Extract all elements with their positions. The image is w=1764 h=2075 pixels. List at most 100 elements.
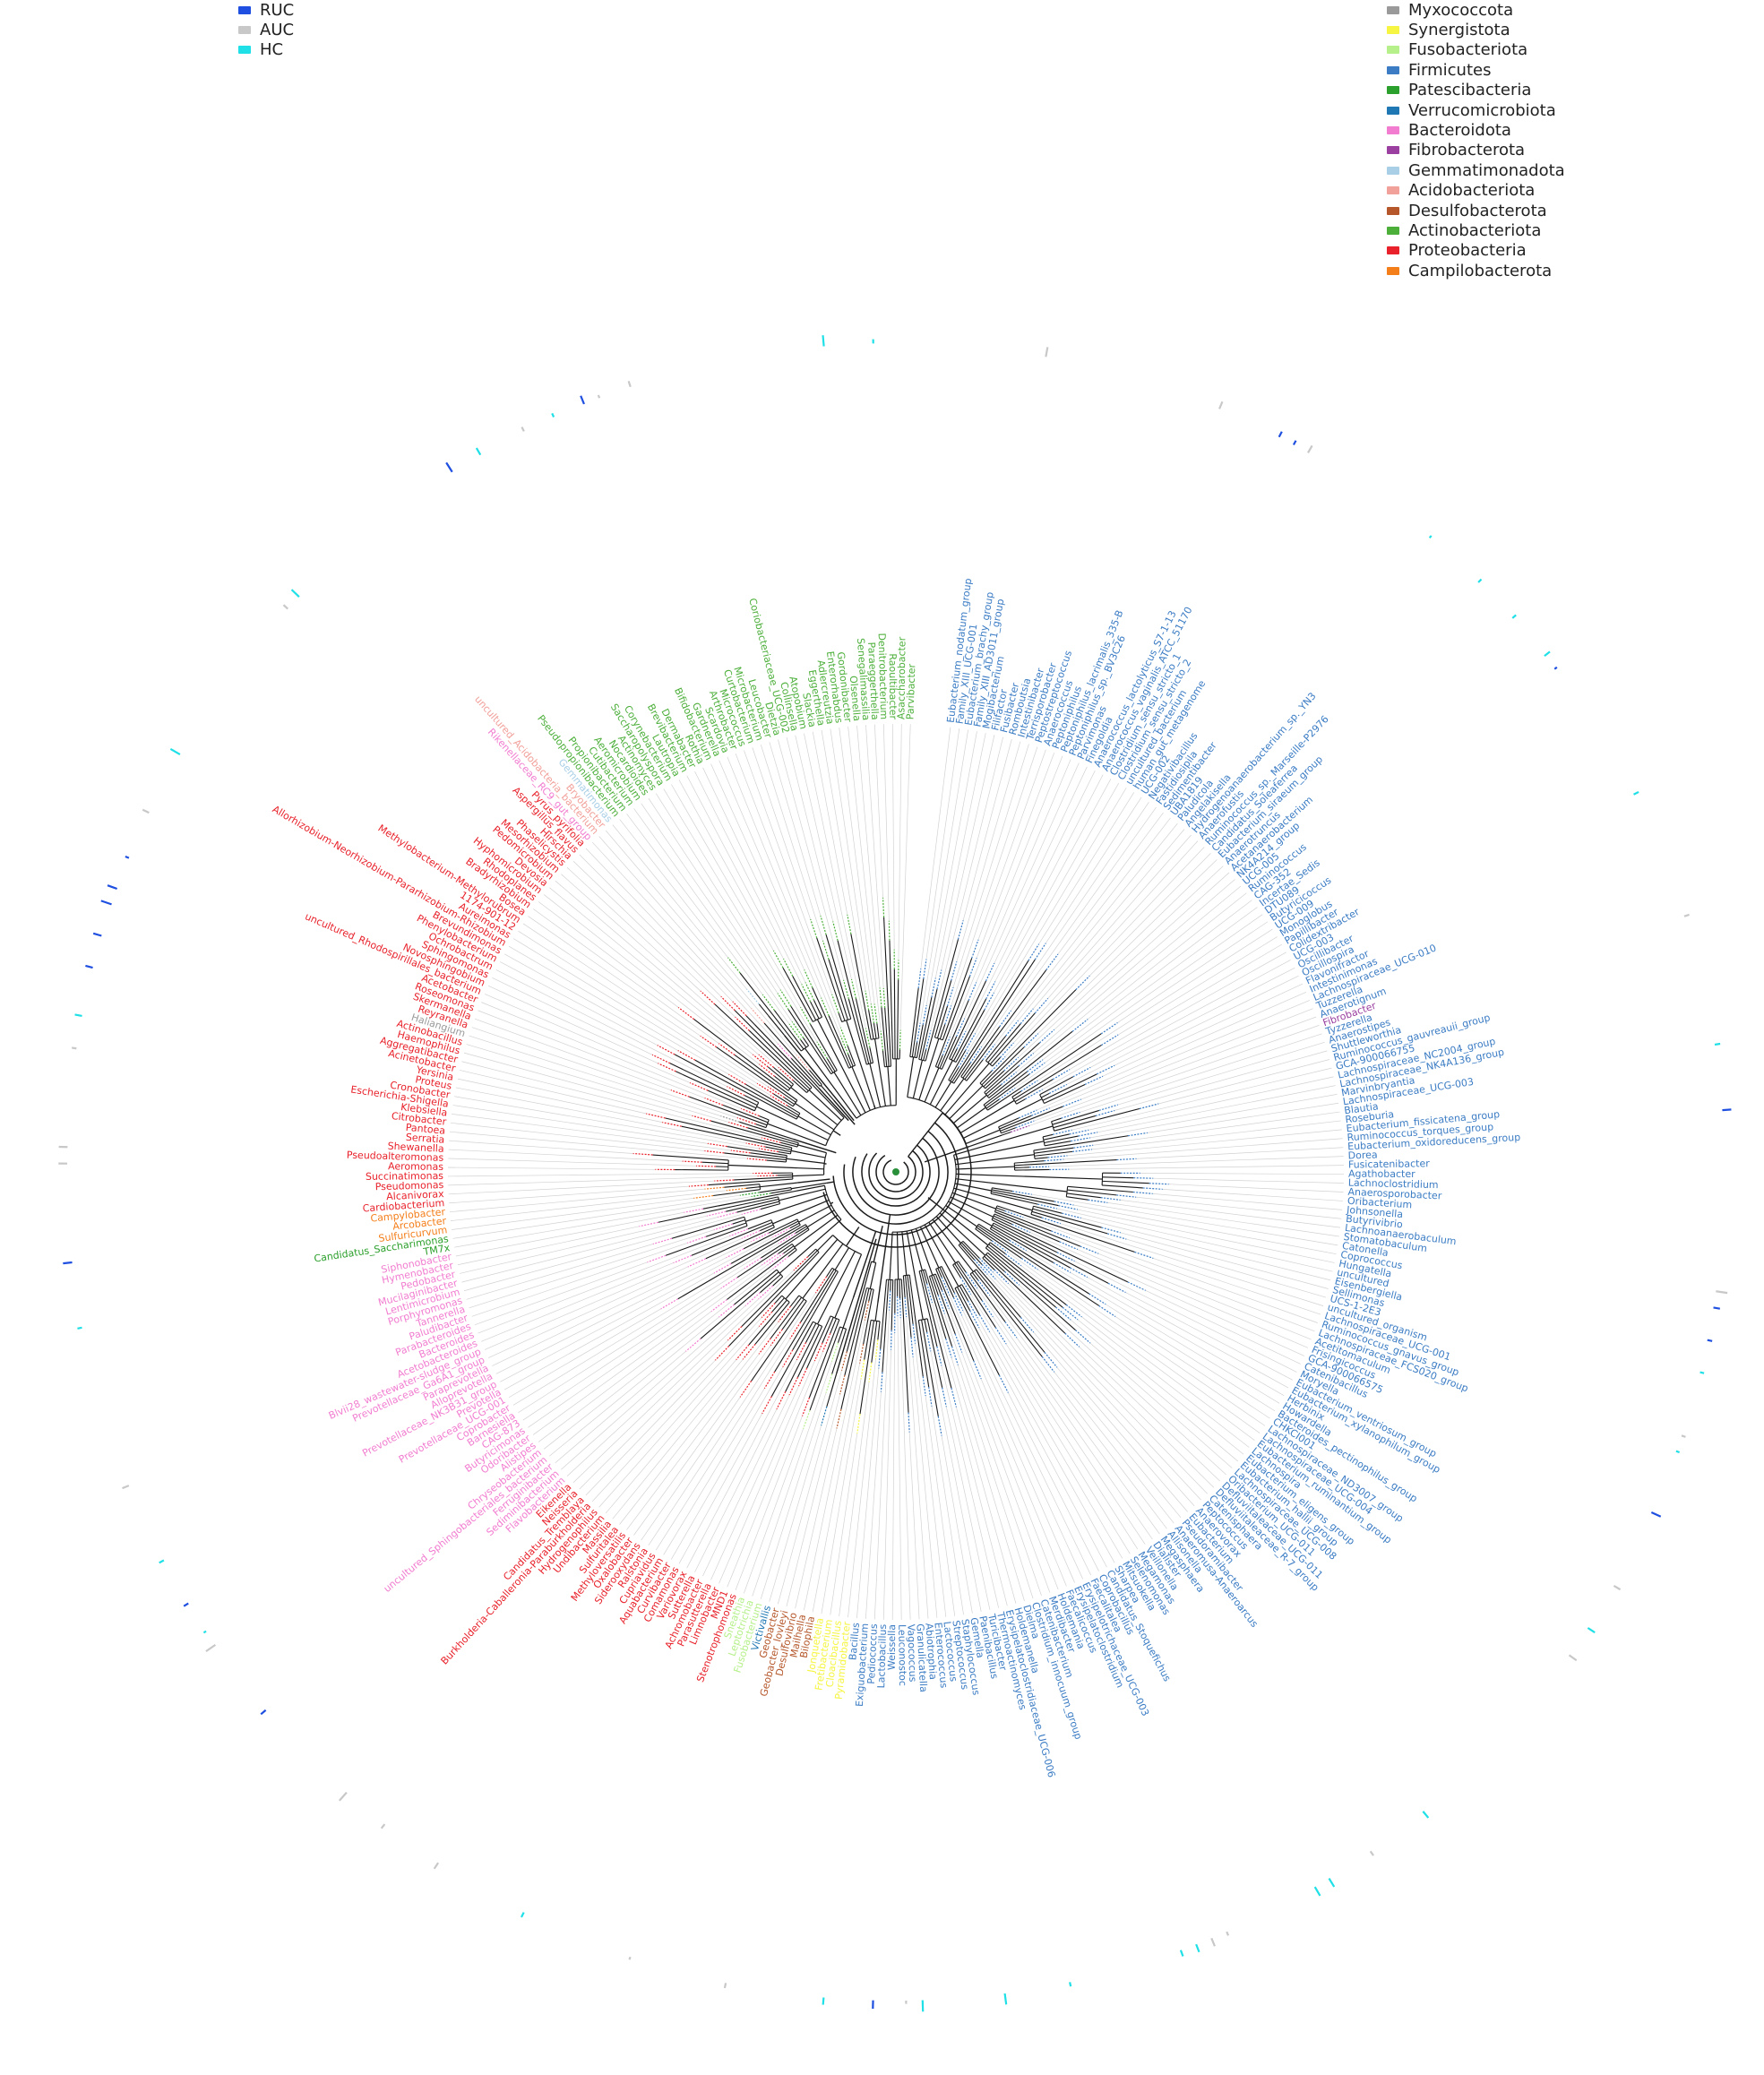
leaf-terminal-branch — [998, 1374, 1009, 1393]
tree-branch — [959, 1099, 1015, 1133]
leaf-guide-line — [1011, 806, 1157, 1012]
legend-swatch — [238, 46, 251, 55]
leaf-terminal-branch — [831, 994, 839, 1013]
leaf-terminal-branch — [1100, 1022, 1118, 1035]
tree-branch — [681, 1125, 792, 1150]
leaf-terminal-branch — [951, 1346, 959, 1365]
leaf-terminal-branch — [946, 986, 954, 1007]
abundance-tick — [1613, 1585, 1622, 1591]
tree-branch — [797, 1326, 823, 1378]
tree-branch — [1014, 1079, 1054, 1103]
abundance-tick — [822, 1997, 825, 2005]
leaf-guide-line — [702, 767, 806, 983]
tree-branch — [981, 989, 1077, 1086]
tree-branch — [958, 1244, 1021, 1318]
abundance-tick — [1477, 578, 1483, 583]
tree-branch — [976, 1269, 1045, 1353]
leaf-guide-line — [931, 1406, 964, 1615]
tree-branch-arc — [805, 1224, 810, 1230]
tree-branch — [928, 1276, 953, 1347]
leaf-terminal-branch — [720, 1277, 738, 1289]
abundance-tick — [521, 426, 525, 432]
tree-branch — [918, 997, 933, 1060]
leaf-guide-line — [1136, 1196, 1342, 1219]
leaf-guide-line — [474, 1018, 672, 1091]
leaf-terminal-branch — [1075, 975, 1090, 991]
leaf-guide-line — [549, 1316, 719, 1457]
tree-branch — [940, 1078, 965, 1112]
tree-branch — [1051, 1117, 1062, 1123]
tree-branch — [873, 1038, 886, 1106]
leaf-terminal-branch — [991, 1240, 1009, 1253]
tree-branch — [949, 980, 986, 1059]
legend-label: Proteobacteria — [1408, 241, 1527, 261]
tree-branch — [979, 1071, 993, 1084]
taxon-label: Abiotrophia — [923, 1623, 939, 1680]
leaf-terminal-branch — [1061, 1111, 1080, 1119]
tree-branch — [1030, 1213, 1043, 1218]
tree-branch — [986, 1245, 1063, 1308]
leaf-guide-line — [512, 1243, 779, 1406]
legend-swatch — [1387, 166, 1399, 175]
tree-branch — [787, 1009, 832, 1075]
leaf-terminal-branch — [998, 1087, 1016, 1100]
tree-branch — [932, 1218, 974, 1272]
root-ring-arc — [882, 1159, 909, 1185]
tree-branch — [758, 1003, 769, 1016]
leaf-guide-line — [1087, 1277, 1289, 1389]
leaf-terminal-branch — [1034, 997, 1049, 1014]
tree-branch — [1054, 1107, 1140, 1132]
tree-branch — [834, 1253, 863, 1319]
leaf-terminal-branch — [700, 990, 716, 1005]
leaf-guide-line — [1028, 1025, 1320, 1126]
tree-branch — [1014, 1168, 1050, 1171]
leaf-terminal-branch — [727, 957, 741, 974]
leaf-guide-line — [471, 1242, 688, 1317]
tree-branch — [1045, 1141, 1071, 1147]
tree-branch — [1016, 1098, 1026, 1105]
leaf-guide-line — [655, 793, 781, 990]
root-ring-arc — [861, 1144, 931, 1207]
leaf-guide-line — [906, 1316, 929, 1619]
leaf-terminal-branch — [772, 1227, 791, 1238]
tree-branch — [772, 1199, 830, 1225]
leaf-terminal-branch — [912, 1323, 916, 1344]
leaf-terminal-branch — [1098, 1304, 1116, 1317]
abundance-tick — [1568, 1654, 1578, 1662]
abundance-tick — [580, 395, 585, 405]
leaf-guide-line — [856, 725, 881, 988]
tree-branch — [984, 1255, 1066, 1334]
leaf-terminal-branch — [957, 920, 964, 940]
taxon-label: Oribacterium — [1347, 1195, 1413, 1211]
tree-branch — [779, 1188, 826, 1201]
leaf-guide-line — [925, 728, 960, 960]
leaf-terminal-branch — [965, 1033, 977, 1051]
leaf-guide-line — [1005, 1343, 1139, 1550]
leaf-terminal-branch — [1015, 1120, 1035, 1129]
phylum-legend-item: Synergistota — [1387, 20, 1565, 39]
leaf-terminal-branch — [1020, 1316, 1035, 1333]
leaf-terminal-branch — [1069, 1129, 1089, 1135]
leaf-terminal-branch — [728, 1121, 748, 1129]
tree-branch — [826, 1181, 834, 1184]
taxon-label: Paraeggerthella — [865, 641, 881, 720]
tree-branch-arc — [765, 1119, 770, 1128]
leaf-terminal-branch — [1052, 1069, 1071, 1081]
tree-branch — [881, 1007, 888, 1067]
tree-branch — [794, 1214, 839, 1248]
leaf-guide-line — [1117, 936, 1278, 1036]
abundance-tick — [1045, 347, 1049, 357]
leaf-terminal-branch — [922, 1004, 927, 1025]
tree-branch — [950, 1196, 994, 1218]
leaf-terminal-branch — [713, 1262, 732, 1274]
leaf-terminal-branch — [1116, 1194, 1137, 1198]
leaf-terminal-branch — [1062, 1306, 1079, 1321]
tree-branch — [804, 1047, 857, 1119]
leaf-guide-line — [795, 1428, 838, 1609]
tree-branch — [674, 1054, 797, 1120]
leaf-terminal-branch — [756, 1082, 775, 1095]
leaf-guide-line — [481, 1262, 674, 1342]
tree-branch — [1042, 1133, 1054, 1138]
tree-branch — [953, 1094, 987, 1124]
leaf-terminal-branch — [704, 1149, 725, 1154]
